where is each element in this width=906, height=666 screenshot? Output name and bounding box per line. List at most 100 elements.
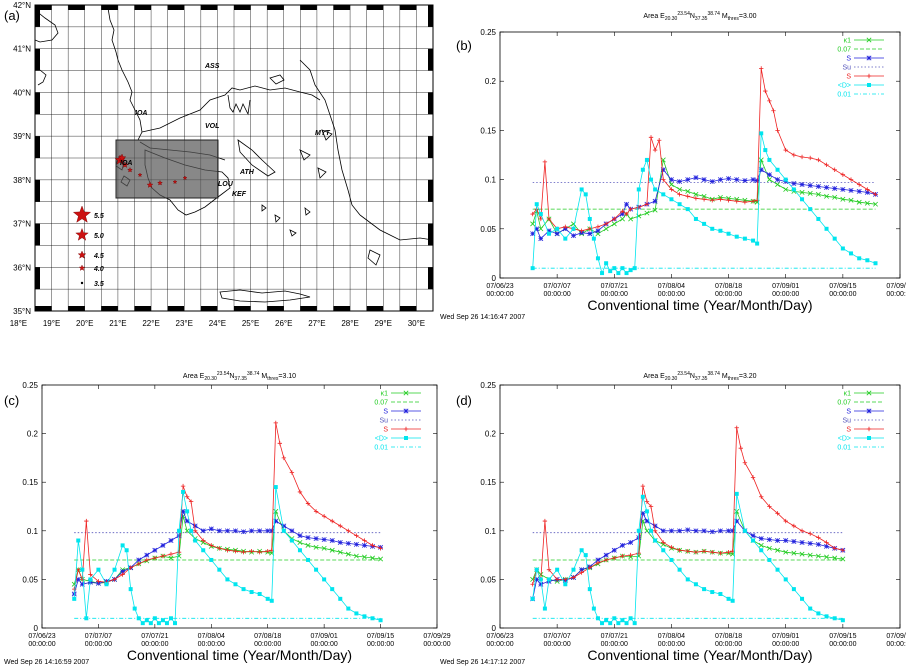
data-point (530, 231, 536, 237)
data-point (152, 547, 158, 553)
data-point (815, 184, 821, 189)
plot-frame (499, 31, 901, 279)
data-point (644, 509, 649, 514)
data-point (734, 491, 739, 496)
epicenter-stars (114, 153, 188, 188)
data-point (232, 528, 238, 534)
data-point (718, 550, 723, 556)
data-point (653, 538, 658, 543)
data-point (595, 560, 601, 566)
data-point (815, 191, 821, 197)
data-point (717, 177, 723, 183)
data-point (710, 590, 715, 595)
legend-dot (80, 281, 84, 285)
series-line (532, 68, 876, 232)
data-point (249, 549, 254, 554)
data-point (873, 261, 878, 266)
x-tick-time: 00:00:00 (486, 291, 513, 298)
magnitude-label: 4.0 (93, 266, 104, 273)
data-point (807, 190, 813, 196)
plot-frame (41, 384, 438, 629)
x-tick-date: 07/07/07 (544, 633, 571, 640)
data-point (758, 167, 764, 173)
series-S (71, 508, 384, 597)
data-point (546, 577, 551, 582)
data-point (305, 501, 311, 506)
map-border-tick (333, 5, 351, 10)
data-point (313, 509, 319, 514)
data-point (152, 555, 158, 561)
data-point (620, 553, 625, 559)
x-tick-date: 07/09/15 (829, 633, 856, 640)
title-m: M (259, 373, 267, 380)
data-point (775, 511, 780, 516)
data-point (148, 621, 153, 626)
data-point (177, 528, 182, 533)
data-point (742, 236, 747, 241)
magnitude-label: 5.5 (94, 213, 104, 220)
data-point (587, 587, 592, 592)
data-point (144, 557, 149, 563)
lat-label: 35°N (13, 307, 31, 316)
data-point (604, 618, 609, 623)
panel-label: (b) (456, 38, 472, 53)
map-border-tick (35, 48, 40, 71)
data-point (628, 206, 633, 212)
map-border-tick (167, 306, 185, 311)
station-label: LOU (218, 181, 234, 188)
data-point (807, 540, 813, 546)
data-point (652, 198, 658, 204)
x-tick-time: 00:00:00 (772, 291, 799, 298)
data-point (783, 538, 789, 544)
data-point (668, 177, 674, 183)
data-point (866, 37, 872, 43)
data-point (816, 216, 821, 221)
series-S (530, 510, 846, 602)
data-point (297, 548, 302, 553)
title-sub: 37.35 (695, 16, 708, 22)
data-point (160, 553, 166, 559)
data-point (201, 548, 206, 553)
data-point (824, 543, 830, 549)
legend-label: S (846, 409, 851, 416)
epicenter-star (121, 161, 129, 168)
data-point (640, 510, 646, 516)
data-point (648, 504, 654, 509)
map-border-tick (200, 5, 218, 10)
lat-label: 36°N (13, 263, 31, 272)
x-tick-time: 00:00:00 (601, 291, 628, 298)
data-point (669, 545, 674, 550)
data-point (329, 538, 335, 544)
data-point (370, 555, 375, 561)
data-point (677, 179, 683, 185)
legend: κ1 0.07 S Su S <D> 0.01 (837, 38, 884, 99)
data-point (734, 234, 739, 239)
data-point (701, 528, 707, 534)
series-line (532, 159, 876, 235)
data-point (848, 197, 854, 203)
data-point (201, 538, 206, 543)
data-point (726, 528, 732, 534)
lon-label: 22°E (142, 319, 159, 328)
title-main: Area E (183, 373, 205, 380)
data-point (693, 191, 699, 197)
magnitude-label: 4.5 (93, 253, 104, 260)
data-point (652, 528, 658, 533)
legend-label: S (846, 74, 851, 81)
data-point (611, 547, 617, 553)
x-tick-date: 07/07/21 (601, 283, 628, 290)
x-tick-date: 07/09/01 (772, 633, 799, 640)
plot-area (530, 66, 878, 276)
data-point (616, 621, 621, 626)
map-border-tick (35, 5, 40, 27)
data-point (644, 499, 650, 504)
data-point (824, 226, 829, 231)
x-axis-label: Conventional time (Year/Month/Day) (587, 647, 812, 663)
data-point (718, 197, 723, 202)
data-point (677, 186, 683, 192)
data-point (595, 256, 600, 261)
x-tick-label: 07/07/07 00:00:00 (85, 633, 112, 648)
data-point (546, 216, 552, 222)
x-tick-label: 07/09/15 00:00:00 (829, 283, 856, 298)
